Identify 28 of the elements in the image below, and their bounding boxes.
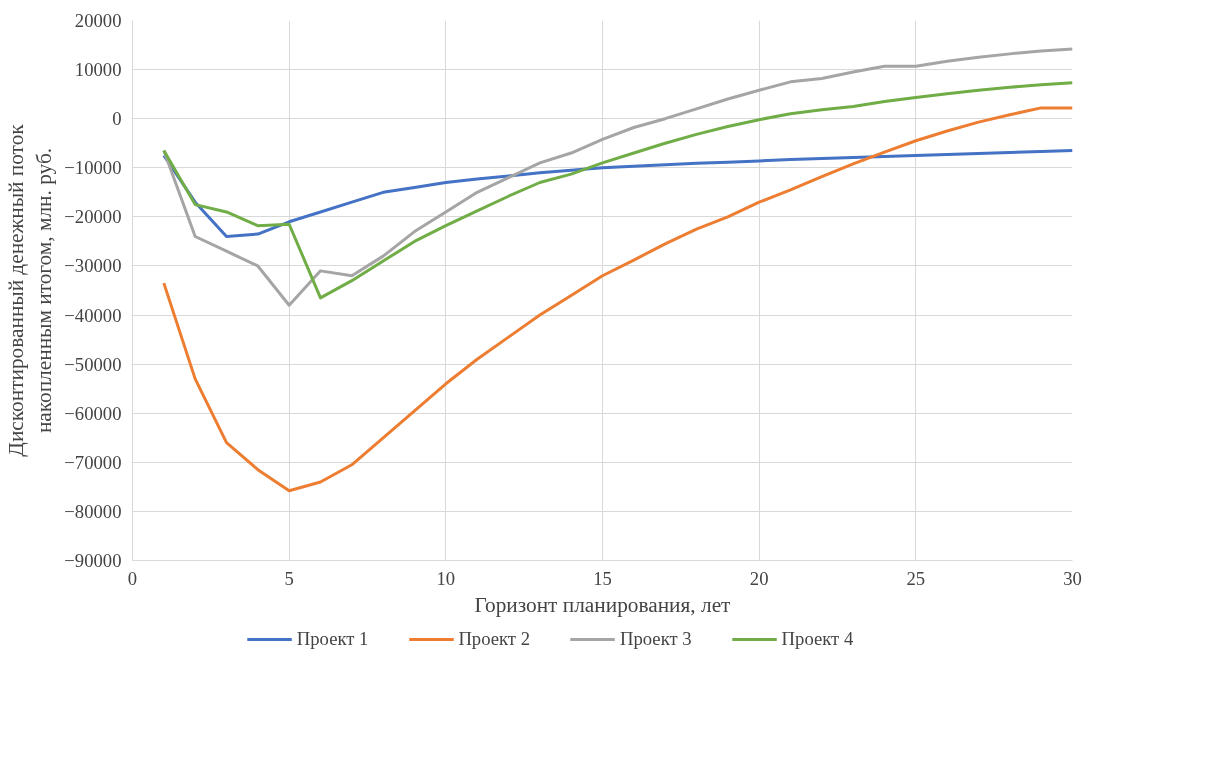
y-tick-label: 20000 <box>74 10 122 31</box>
x-axis-title: Горизонт планирования, лет <box>474 592 732 617</box>
line-series <box>162 81 1073 300</box>
legend-label: Проект 1 <box>296 628 369 650</box>
legend-label: Проект 2 <box>458 628 530 650</box>
y-tick-label: 10000 <box>74 59 122 81</box>
legend-label: Проект 4 <box>781 628 854 650</box>
x-tick-label: 25 <box>906 567 926 589</box>
x-tick-label: 10 <box>436 567 456 589</box>
legend-label: Проект 3 <box>620 628 692 650</box>
x-tick-label: 0 <box>127 567 138 589</box>
line-series <box>162 106 1073 493</box>
y-tick-label: −60000 <box>64 402 122 424</box>
y-tick-label: −50000 <box>64 353 122 375</box>
y-tick-label: −20000 <box>64 206 122 228</box>
y-axis-title: Дисконтированный денежный поток накопленным итогом, млн. руб. <box>3 123 57 457</box>
y-tick-label: −90000 <box>64 550 122 571</box>
x-tick-label: 15 <box>593 567 612 589</box>
y-tick-label: −40000 <box>64 304 122 326</box>
y-tick-label: 0 <box>112 108 122 130</box>
y-tick-label: −10000 <box>64 157 122 179</box>
y-tick-label: −70000 <box>64 451 122 473</box>
y-tick-label: −30000 <box>64 255 122 277</box>
x-tick-label: 30 <box>1063 567 1082 589</box>
line-series <box>162 47 1073 307</box>
x-tick-label: 5 <box>284 567 294 589</box>
x-tick-label: 20 <box>749 567 769 589</box>
y-tick-label: −80000 <box>64 500 122 522</box>
